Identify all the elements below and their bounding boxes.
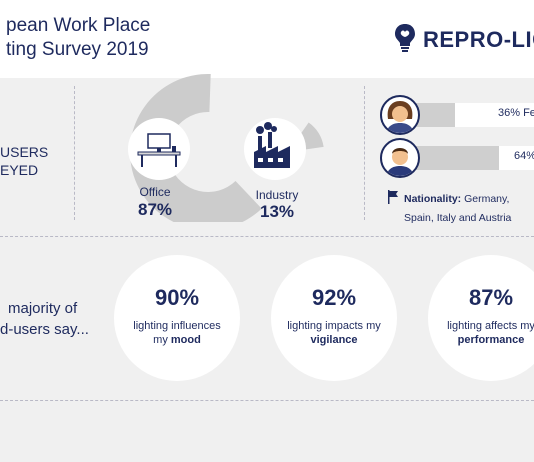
- gender-female-text: 36% Fe: [498, 107, 534, 119]
- majority-line-1: majority of: [8, 300, 78, 317]
- stat-percent: 90%: [154, 285, 200, 310]
- gender-row-female: 36% Fe: [380, 95, 534, 135]
- nationality-info: Nationality: Germany, Spain, Italy and A…: [388, 190, 534, 227]
- users-surveyed-label: USERS EYED: [0, 143, 48, 179]
- nationality-label: Nationality:: [404, 193, 462, 205]
- bottom-divider: [0, 400, 534, 401]
- stat-text: lighting affects my performance: [428, 319, 534, 347]
- stat-text-line-2: my: [153, 334, 168, 346]
- majority-line-2: d-users say...: [0, 321, 89, 338]
- office-segment: [130, 74, 262, 222]
- industry-value: 13%: [259, 202, 295, 221]
- title-line-1: pean Work Place: [6, 15, 151, 36]
- stat-circle-mood: 90% lighting influences my mood: [114, 255, 240, 381]
- stat-circle-performance: 87% lighting affects my performance: [428, 255, 534, 381]
- stat-text-line-1: lighting affects my: [447, 320, 534, 332]
- stat-bold-word: mood: [170, 334, 201, 346]
- divider-right: [364, 86, 365, 220]
- majority-text: majority of d-users say...: [0, 298, 89, 340]
- stat-bold-word: vigilance: [310, 334, 358, 346]
- stat-text-line-1: lighting influences: [133, 320, 221, 332]
- stat-text-line-1: lighting impacts my: [287, 320, 381, 332]
- page-title: pean Work Place ting Survey 2019: [6, 14, 150, 62]
- logo-text: REPRO-LIG: [423, 26, 534, 52]
- office-label: Office: [139, 185, 171, 199]
- factory-icon: [244, 118, 306, 180]
- stat-percent: 92%: [311, 285, 357, 310]
- stat-circle-vigilance: 92% lighting impacts my vigilance: [271, 255, 397, 381]
- stat-text: lighting impacts my vigilance: [271, 319, 397, 347]
- gender-row-male: 64%: [380, 138, 534, 178]
- title-line-2: ting Survey 2019: [6, 39, 149, 60]
- logo: REPRO-LIG: [393, 22, 534, 57]
- stat-percent: 87%: [468, 285, 514, 310]
- female-avatar-icon: [380, 95, 420, 135]
- users-label-line-2: EYED: [0, 162, 39, 178]
- users-label-line-1: USERS: [0, 144, 49, 160]
- lightbulb-brain-icon: [393, 22, 417, 57]
- office-value: 87%: [137, 200, 173, 219]
- office-desk-icon: [128, 118, 190, 180]
- header: pean Work Place ting Survey 2019 REPRO-L…: [0, 0, 534, 78]
- nationality-countries-line-1: Germany,: [464, 193, 510, 205]
- divider-left: [74, 86, 75, 220]
- stat-text: lighting influences my mood: [114, 319, 240, 347]
- stat-bold-word: performance: [457, 334, 525, 346]
- nationality-countries-line-2: Spain, Italy and Austria: [404, 212, 512, 224]
- male-avatar-icon: [380, 138, 420, 178]
- section-divider: [0, 236, 534, 237]
- industry-label: Industry: [255, 188, 299, 202]
- gender-male-text: 64%: [514, 150, 534, 162]
- flag-icon: [388, 190, 398, 210]
